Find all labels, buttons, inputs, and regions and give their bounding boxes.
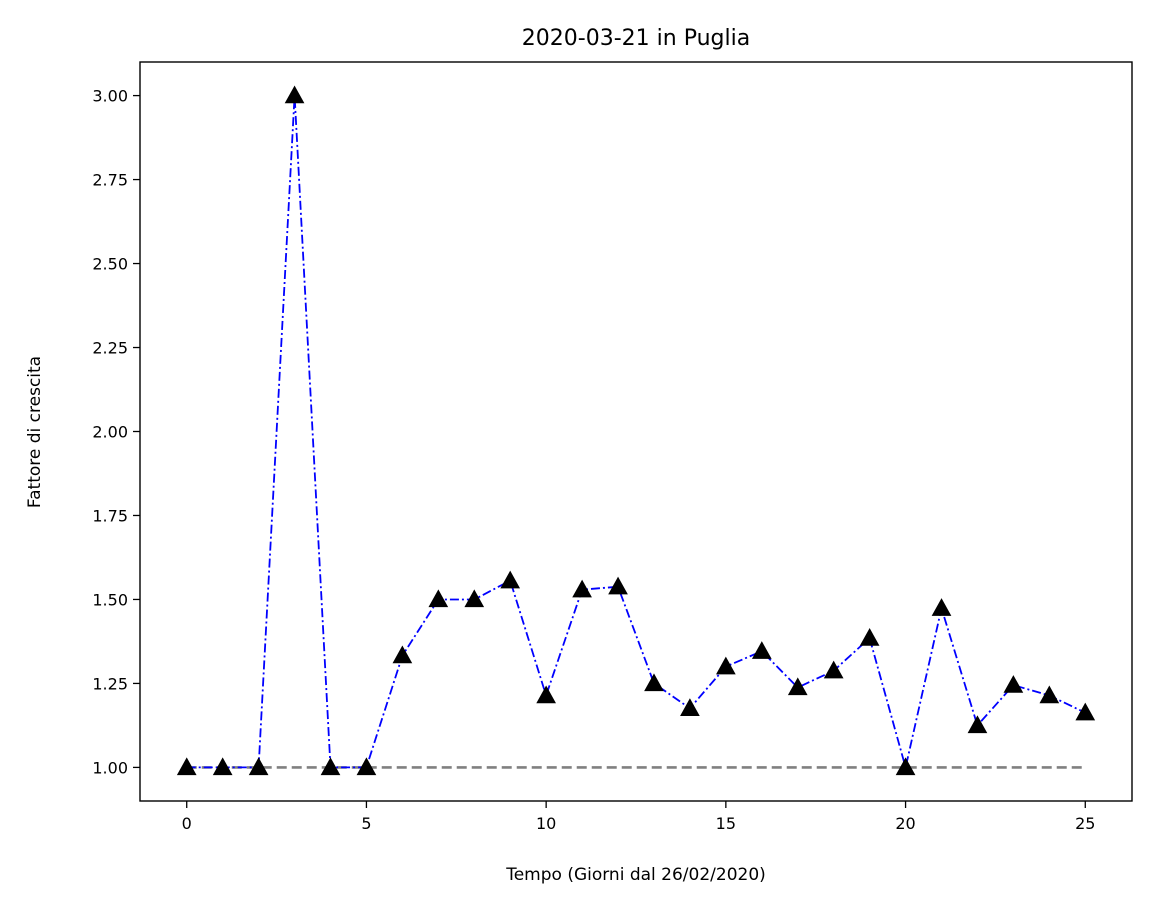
y-tick-label: 1.25	[92, 674, 128, 693]
data-point-marker	[716, 656, 736, 675]
data-point-marker	[356, 757, 377, 776]
y-tick-label: 2.75	[92, 171, 128, 190]
data-point-marker	[464, 589, 485, 608]
data-point-marker	[1003, 675, 1024, 693]
y-tick-label: 2.50	[92, 255, 128, 274]
x-axis-ticks: 0 5 10 15 20 25	[182, 801, 1095, 833]
data-point-marker	[895, 757, 916, 776]
y-axis-label: Fattore di crescita	[25, 356, 45, 508]
plot-frame	[139, 61, 1133, 802]
data-point-marker	[320, 757, 341, 776]
x-tick-label: 10	[536, 814, 556, 833]
data-point-marker	[572, 579, 592, 598]
y-tick-label: 3.00	[92, 87, 128, 106]
x-tick-label: 20	[895, 814, 915, 833]
data-point-marker	[392, 645, 413, 664]
data-point-marker	[1039, 685, 1060, 704]
y-tick-label: 2.25	[92, 339, 128, 358]
plot-area	[176, 85, 1096, 776]
data-point-marker	[536, 685, 556, 704]
x-tick-label: 0	[182, 814, 192, 833]
y-tick-label: 1.50	[92, 590, 128, 609]
data-point-marker	[931, 598, 952, 616]
data-point-marker	[859, 628, 880, 646]
data-point-marker	[176, 757, 197, 776]
data-point-marker	[428, 589, 449, 608]
data-point-marker	[284, 85, 305, 104]
data-point-marker	[500, 570, 521, 589]
data-point-marker	[608, 576, 628, 595]
y-tick-label: 1.75	[92, 506, 128, 525]
data-point-marker	[787, 677, 808, 696]
x-tick-label: 15	[716, 814, 736, 833]
data-point-marker	[644, 673, 664, 692]
data-point-marker	[248, 757, 269, 776]
data-point-marker	[967, 715, 988, 734]
data-point-marker	[212, 757, 233, 776]
data-point-marker	[680, 698, 700, 716]
x-axis-label: Tempo (Giorni dal 26/02/2020)	[505, 865, 766, 885]
x-tick-label: 25	[1075, 814, 1095, 833]
y-axis-ticks: 1.00 1.25 1.50 1.75 2.00 2.25 2.50 2.75 3.00	[92, 87, 140, 777]
chart-title: 2020-03-21 in Puglia	[522, 26, 750, 51]
y-tick-label: 2.00	[92, 423, 128, 442]
y-tick-label: 1.00	[92, 758, 128, 777]
data-point-marker	[1075, 702, 1096, 721]
series-line-0	[186, 95, 1086, 769]
x-tick-label: 5	[361, 814, 371, 833]
data-point-marker	[823, 660, 844, 679]
data-point-marker	[751, 641, 772, 659]
